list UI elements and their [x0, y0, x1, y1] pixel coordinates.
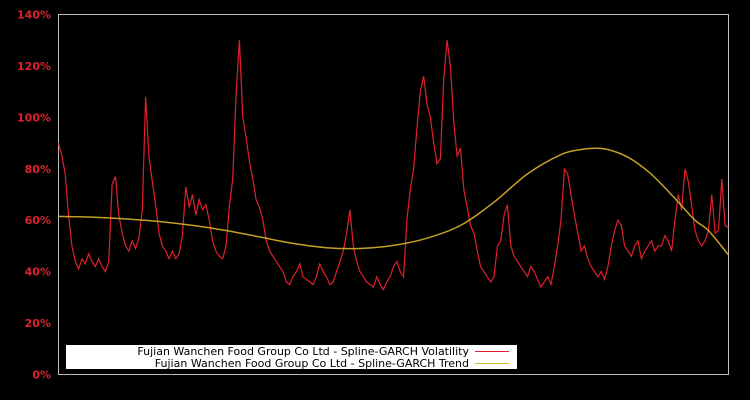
legend-swatch-trend: [475, 362, 509, 364]
y-tick-label: 40%: [25, 266, 51, 279]
y-tick-label: 100%: [17, 111, 51, 124]
legend-item-volatility: Fujian Wanchen Food Group Co Ltd - Splin…: [137, 344, 509, 358]
legend-item-trend: Fujian Wanchen Food Group Co Ltd - Splin…: [154, 356, 509, 370]
y-tick-label: 120%: [17, 60, 51, 73]
y-tick-label: 140%: [17, 9, 51, 22]
trend-line-overlay: [58, 147, 730, 256]
volatility-line: [57, 40, 729, 291]
y-tick-label: 60%: [25, 214, 51, 227]
chart-legend: Fujian Wanchen Food Group Co Ltd - Splin…: [66, 344, 517, 370]
plot-frame: [58, 14, 729, 375]
y-tick-label: 0%: [32, 369, 51, 382]
legend-swatch-volatility: [475, 350, 509, 352]
legend-label-trend: Fujian Wanchen Food Group Co Ltd - Splin…: [154, 356, 469, 370]
y-tick-label: 80%: [25, 163, 51, 176]
y-axis-ticks: 0% 20% 40% 60% 80% 100% 120% 140%: [17, 9, 51, 382]
legend-label-volatility: Fujian Wanchen Food Group Co Ltd - Splin…: [137, 344, 469, 358]
y-tick-label: 20%: [25, 317, 51, 330]
